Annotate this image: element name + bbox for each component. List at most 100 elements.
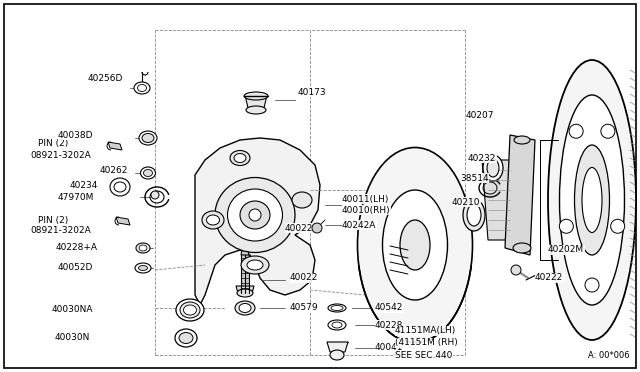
Text: 08921-3202A: 08921-3202A	[30, 151, 91, 160]
Text: A: 00*006: A: 00*006	[588, 351, 630, 360]
Ellipse shape	[151, 191, 159, 199]
Ellipse shape	[328, 304, 346, 312]
Polygon shape	[195, 138, 320, 305]
Ellipse shape	[141, 167, 156, 179]
Ellipse shape	[246, 106, 266, 114]
Text: PIN (2): PIN (2)	[38, 215, 68, 224]
Polygon shape	[245, 95, 267, 108]
Ellipse shape	[138, 266, 147, 270]
Polygon shape	[116, 217, 130, 225]
Text: 40022E: 40022E	[285, 224, 319, 232]
Ellipse shape	[180, 302, 200, 318]
Text: 47970M: 47970M	[58, 192, 94, 202]
Text: 40010(RH): 40010(RH)	[342, 205, 390, 215]
Ellipse shape	[575, 145, 609, 255]
Ellipse shape	[235, 222, 255, 234]
Text: 40210: 40210	[452, 198, 481, 206]
Polygon shape	[108, 142, 122, 150]
Text: 38514: 38514	[460, 173, 488, 183]
Ellipse shape	[483, 155, 503, 181]
Polygon shape	[241, 245, 249, 255]
Ellipse shape	[143, 170, 152, 176]
Ellipse shape	[513, 243, 531, 253]
Polygon shape	[236, 286, 254, 293]
Text: 40011(LH): 40011(LH)	[342, 195, 389, 203]
Circle shape	[585, 278, 599, 292]
Text: 40256D: 40256D	[88, 74, 124, 83]
Text: 40228: 40228	[375, 321, 403, 330]
Circle shape	[559, 219, 573, 233]
Ellipse shape	[150, 191, 164, 203]
Ellipse shape	[202, 211, 224, 229]
Text: 40030NA: 40030NA	[52, 305, 93, 314]
Ellipse shape	[139, 131, 157, 145]
Circle shape	[511, 265, 521, 275]
Ellipse shape	[582, 167, 602, 232]
Text: 40173: 40173	[298, 87, 326, 96]
Circle shape	[312, 223, 322, 233]
Text: SEE SEC.440: SEE SEC.440	[395, 350, 452, 359]
Ellipse shape	[110, 178, 130, 196]
Ellipse shape	[237, 289, 253, 297]
Ellipse shape	[487, 159, 499, 177]
Polygon shape	[482, 160, 516, 240]
Text: 40030N: 40030N	[55, 334, 90, 343]
Ellipse shape	[241, 256, 269, 274]
Ellipse shape	[239, 224, 252, 232]
Ellipse shape	[400, 220, 430, 270]
Ellipse shape	[330, 350, 344, 360]
Text: (41151M (RH): (41151M (RH)	[395, 339, 458, 347]
Text: 40041: 40041	[375, 343, 403, 353]
Ellipse shape	[136, 243, 150, 253]
Text: 40052D: 40052D	[58, 263, 93, 273]
Ellipse shape	[383, 190, 447, 300]
Ellipse shape	[176, 299, 204, 321]
Ellipse shape	[548, 60, 636, 340]
Ellipse shape	[244, 92, 268, 100]
Ellipse shape	[215, 177, 295, 253]
Ellipse shape	[207, 215, 220, 225]
Text: 40542: 40542	[375, 304, 403, 312]
Text: 40038D: 40038D	[58, 131, 93, 140]
Ellipse shape	[135, 263, 151, 273]
Ellipse shape	[142, 134, 154, 142]
Circle shape	[569, 124, 583, 138]
Polygon shape	[327, 342, 348, 352]
Ellipse shape	[138, 84, 147, 92]
Ellipse shape	[134, 82, 150, 94]
Ellipse shape	[514, 136, 530, 144]
Circle shape	[601, 124, 615, 138]
Text: 40222: 40222	[535, 273, 563, 282]
Ellipse shape	[559, 95, 625, 305]
Text: 40202M: 40202M	[548, 246, 584, 254]
Ellipse shape	[247, 260, 263, 270]
Ellipse shape	[230, 151, 250, 166]
Ellipse shape	[239, 304, 251, 312]
Text: 40022: 40022	[290, 273, 318, 282]
Ellipse shape	[234, 154, 246, 163]
Ellipse shape	[227, 189, 282, 241]
Ellipse shape	[139, 245, 147, 251]
Ellipse shape	[328, 320, 346, 330]
Text: 40207: 40207	[466, 110, 495, 119]
Ellipse shape	[235, 301, 255, 315]
Text: 40262: 40262	[100, 166, 129, 174]
Text: 40234: 40234	[70, 180, 99, 189]
Ellipse shape	[179, 333, 193, 343]
Ellipse shape	[114, 182, 126, 192]
Text: 40228+A: 40228+A	[56, 244, 98, 253]
Polygon shape	[505, 135, 535, 255]
Text: 08921-3202A: 08921-3202A	[30, 225, 91, 234]
Text: 40242A: 40242A	[342, 221, 376, 230]
Text: 41151MA(LH): 41151MA(LH)	[395, 327, 456, 336]
Text: 40232: 40232	[468, 154, 497, 163]
Ellipse shape	[331, 305, 343, 311]
Text: 40579: 40579	[290, 304, 319, 312]
Ellipse shape	[332, 322, 342, 328]
Text: PIN (2): PIN (2)	[38, 138, 68, 148]
Ellipse shape	[184, 305, 196, 315]
Ellipse shape	[292, 192, 312, 208]
Ellipse shape	[249, 209, 261, 221]
Ellipse shape	[463, 199, 485, 231]
Ellipse shape	[467, 204, 481, 226]
